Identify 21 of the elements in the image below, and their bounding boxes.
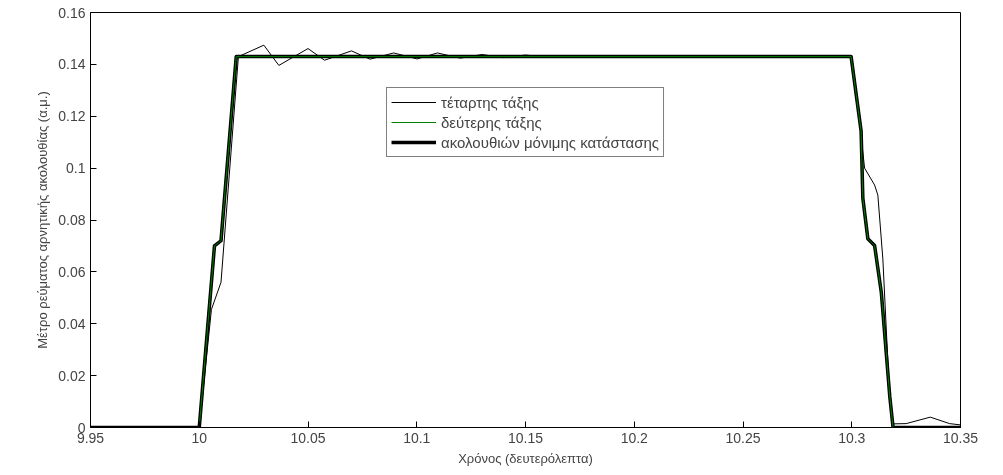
x-tick-label: 10 — [191, 429, 208, 446]
x-tick-label: 10.05 — [290, 429, 326, 446]
y-tick-label: 0.02 — [58, 367, 86, 384]
x-tick-label: 10.2 — [620, 429, 649, 446]
x-tick-label: 10.15 — [507, 429, 544, 446]
y-axis-title: Μέτρο ρεύματος αρνητικής ακολουθίας (α.μ.) — [35, 91, 51, 349]
y-tick-label: 0.16 — [58, 4, 86, 21]
y-tick-label: 0.12 — [58, 108, 86, 125]
y-tick-label: 0.1 — [66, 160, 86, 177]
legend-label: ακολουθιών μόνιμης κατάστασης — [441, 133, 659, 151]
y-tick-label: 0.14 — [58, 56, 86, 73]
y-tick-label: 0.08 — [58, 212, 86, 228]
y-tick-label: 0.06 — [58, 263, 86, 280]
x-tick-label: 10.35 — [942, 429, 979, 446]
x-tick-label: 10.25 — [725, 429, 761, 446]
y-tick-label: 0.04 — [58, 315, 86, 332]
legend-label: τέταρτης τάξης — [441, 93, 539, 111]
legend-label: δεύτερης τάξης — [441, 113, 542, 131]
x-tick-label: 10.1 — [403, 429, 431, 446]
x-tick-label: 10.3 — [838, 429, 866, 446]
x-axis-title: Χρόνος (δευτερόλεπτα) — [458, 450, 593, 466]
